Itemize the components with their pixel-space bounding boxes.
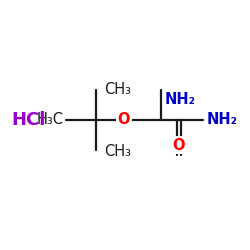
Text: NH₂: NH₂ [165, 92, 196, 108]
Text: NH₂: NH₂ [206, 112, 237, 128]
Text: HCl: HCl [12, 111, 46, 129]
Text: CH₃: CH₃ [104, 144, 131, 159]
Text: H₃C: H₃C [37, 112, 64, 128]
Text: O: O [172, 138, 185, 152]
Text: CH₃: CH₃ [104, 82, 131, 98]
Text: O: O [118, 112, 130, 128]
